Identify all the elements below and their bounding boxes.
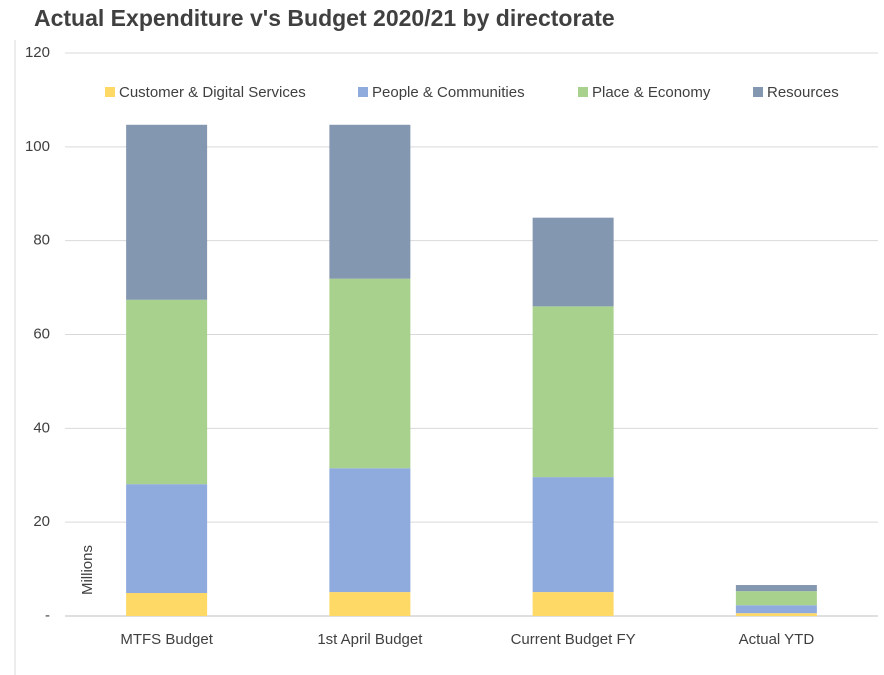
legend-swatch <box>753 87 763 97</box>
bar-segment <box>532 477 614 593</box>
legend-swatch <box>578 87 588 97</box>
y-tick-label: 80 <box>33 232 50 249</box>
x-tick-label: 1st April Budget <box>317 631 423 648</box>
bar-segment <box>329 468 411 593</box>
bar-segment <box>126 124 208 300</box>
chart-title: Actual Expenditure v's Budget 2020/21 by… <box>34 5 615 31</box>
bar-segment <box>735 585 817 592</box>
bar-segment <box>329 278 411 469</box>
legend-swatch <box>105 87 115 97</box>
y-tick-label: 100 <box>25 138 50 155</box>
legend-swatch <box>358 87 368 97</box>
bar-segment <box>329 592 411 616</box>
y-tick-label: 20 <box>33 513 50 530</box>
bar-segment <box>735 591 817 606</box>
bar-segment <box>532 592 614 616</box>
bar-segment <box>735 613 817 616</box>
bar-segment <box>532 306 614 478</box>
bar-segment <box>126 484 208 594</box>
legend-label: Customer & Digital Services <box>119 84 306 101</box>
bar-segment <box>329 124 411 279</box>
bar-segment <box>126 593 208 616</box>
legend-label: People & Communities <box>372 84 525 101</box>
x-tick-label: Actual YTD <box>739 631 815 648</box>
legend-label: Resources <box>767 84 839 101</box>
legend-label: Place & Economy <box>592 84 711 101</box>
y-axis-title: Millions <box>79 545 96 595</box>
bar-segment <box>126 299 208 485</box>
y-tick-label: - <box>45 607 50 624</box>
bar-segment <box>532 217 614 307</box>
y-tick-label: 40 <box>33 419 50 436</box>
y-tick-label: 120 <box>25 44 50 61</box>
x-tick-label: MTFS Budget <box>120 631 213 648</box>
x-tick-label: Current Budget FY <box>511 631 636 648</box>
y-tick-label: 60 <box>33 325 50 342</box>
bar-segment <box>735 605 817 614</box>
